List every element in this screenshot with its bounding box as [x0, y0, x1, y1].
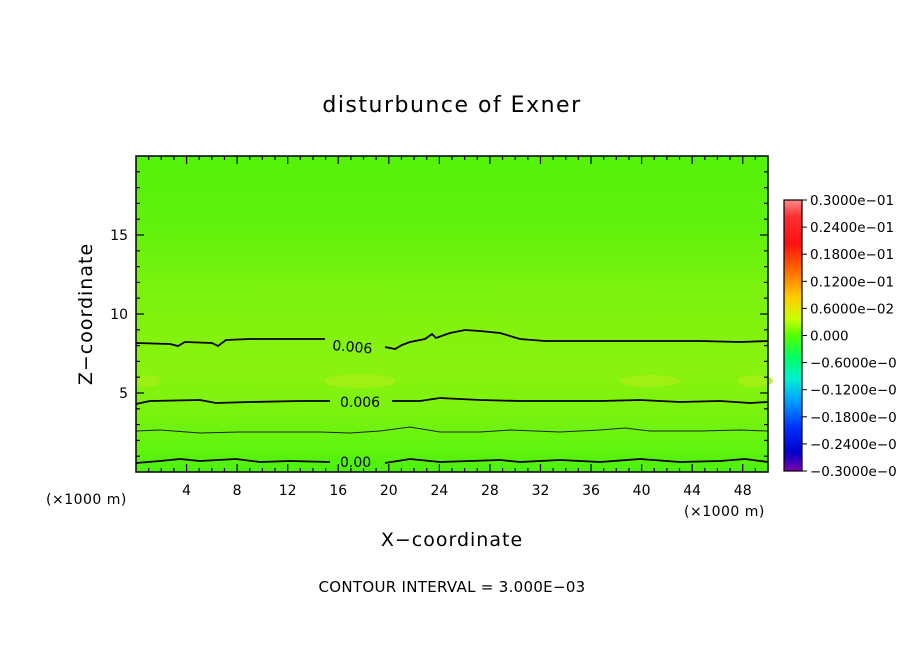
y-axis-ticks: 5 10 15 — [110, 171, 768, 457]
x-axis-ticks: 4 8 12 16 20 24 28 32 36 40 44 48 — [148, 156, 756, 499]
field-highlight — [136, 375, 160, 387]
field-highlight — [620, 375, 680, 387]
colorbar-tick-label: 0.2400e−01 — [810, 220, 894, 236]
y-tick-label: 15 — [110, 228, 128, 244]
colorbar-tick-label: 0.6000e−02 — [810, 301, 894, 317]
colorbar-ticks: 0.3000e−01 0.2400e−01 0.1800e−01 0.1200e−01… — [802, 193, 897, 480]
x-tick-label: 4 — [182, 483, 191, 499]
colorbar-tick-label: −0.3000e−0 — [810, 464, 897, 480]
x-unit-label-left: (×1000 m) — [46, 492, 127, 508]
x-tick-label: 32 — [532, 483, 550, 499]
plot-field — [136, 156, 768, 472]
x-tick-label: 8 — [233, 483, 242, 499]
colorbar-tick-label: 0.3000e−01 — [810, 193, 894, 209]
x-unit-label-right: (×1000 m) — [684, 504, 765, 520]
contour-line — [135, 329, 769, 350]
x-tick-label: 12 — [279, 483, 297, 499]
contour-interval-text: CONTOUR INTERVAL = 3.000E−03 — [318, 578, 585, 596]
contour-label: 0.006 — [340, 395, 380, 411]
contour-line — [135, 426, 769, 434]
x-tick-label: 28 — [481, 483, 499, 499]
contour-line — [135, 458, 769, 464]
field-highlight — [737, 375, 773, 387]
y-axis-label: Z−coordinate — [75, 243, 97, 385]
x-tick-label: 44 — [683, 483, 701, 499]
y-tick-label: 10 — [110, 307, 128, 323]
colorbar-tick-label: −0.1200e−0 — [810, 383, 897, 399]
field-highlight — [324, 374, 396, 388]
colorbar — [783, 199, 803, 472]
contour-label: 0.00 — [340, 455, 371, 471]
colorbar-tick-label: 0.1200e−01 — [810, 274, 894, 290]
x-tick-label: 16 — [329, 483, 347, 499]
x-tick-label: 40 — [633, 483, 651, 499]
chart-title: disturbunce of Exner — [322, 93, 581, 118]
colorbar-tick-label: −0.1800e−0 — [810, 410, 897, 426]
x-tick-label: 36 — [582, 483, 600, 499]
colorbar-tick-label: −0.6000e−0 — [810, 356, 897, 372]
x-tick-label: 20 — [380, 483, 398, 499]
x-tick-label: 48 — [734, 483, 752, 499]
contour-line — [135, 397, 769, 405]
x-axis-label: X−coordinate — [381, 529, 523, 551]
x-tick-label: 24 — [430, 483, 448, 499]
contour-label: 0.006 — [332, 338, 373, 357]
colorbar-tick-label: 0.000 — [810, 329, 849, 345]
colorbar-tick-label: 0.1800e−01 — [810, 247, 894, 263]
colorbar-tick-label: −0.2400e−0 — [810, 437, 897, 453]
y-tick-label: 5 — [119, 386, 128, 402]
